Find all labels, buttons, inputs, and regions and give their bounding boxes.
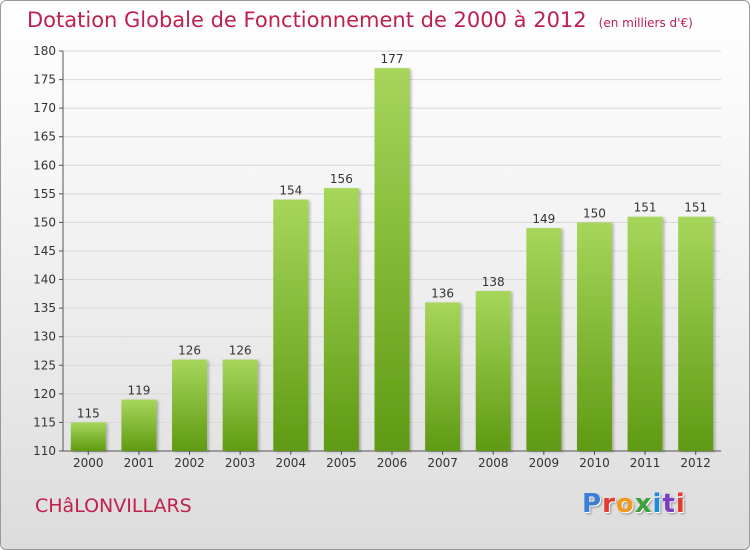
bar-2000 (70, 422, 106, 451)
bar-2004 (273, 199, 309, 451)
x-tick-label: 2011 (630, 456, 661, 470)
data-label-2011: 151 (634, 201, 657, 215)
chart-subtitle: (en milliers d'€) (598, 16, 693, 30)
x-tick-label: 2001 (124, 456, 155, 470)
x-tick-label: 2002 (174, 456, 205, 470)
x-tick-label: 2003 (225, 456, 256, 470)
bar-2008 (475, 291, 511, 451)
y-tick-label: 130 (33, 330, 56, 344)
proxiti-logo: Proxiti (582, 489, 686, 519)
bar-2011 (627, 216, 663, 451)
bar-2010 (576, 222, 612, 451)
x-tick-label: 2004 (275, 456, 306, 470)
y-tick-label: 175 (33, 73, 56, 87)
data-label-2009: 149 (532, 212, 555, 226)
y-tick-label: 180 (33, 44, 56, 58)
data-label-2000: 115 (77, 406, 100, 420)
data-label-2003: 126 (229, 344, 252, 358)
bar-2003 (222, 359, 258, 451)
data-label-2012: 151 (684, 201, 707, 215)
bar-2012 (678, 216, 714, 451)
chart-title: Dotation Globale de Fonctionnement de 20… (27, 8, 693, 32)
logo-letter: P (582, 489, 603, 519)
data-labels: 115 119 126 126 154 156 177 136 138 149 150 151 151 (77, 52, 707, 420)
bars (70, 68, 714, 452)
bar-2001 (121, 399, 157, 451)
y-tick-label: 140 (33, 273, 56, 287)
logo-letter: o (615, 489, 635, 519)
bar-2007 (425, 302, 461, 451)
data-label-2002: 126 (178, 344, 201, 358)
commune-name: CHâLONVILLARS (35, 495, 192, 517)
x-tick-label: 2005 (326, 456, 357, 470)
y-tick-label: 170 (33, 101, 56, 115)
data-label-2001: 119 (127, 384, 150, 398)
y-tick-label: 110 (33, 444, 56, 458)
y-tick-label: 125 (33, 358, 56, 372)
data-label-2005: 156 (330, 172, 353, 186)
x-tick-label: 2008 (478, 456, 509, 470)
axes: 110 115 120 125 130 135 140 145 150 155 160 165 170 1… (33, 44, 721, 470)
bar-2002 (172, 359, 208, 451)
y-tick-label: 160 (33, 158, 56, 172)
bar-2009 (526, 228, 562, 451)
x-tick-label: 2000 (73, 456, 104, 470)
data-label-2010: 150 (583, 206, 606, 220)
y-tick-label: 120 (33, 387, 56, 401)
logo-letter: i (675, 489, 686, 519)
x-tick-label: 2006 (377, 456, 408, 470)
x-tick-label: 2012 (680, 456, 711, 470)
data-label-2007: 136 (431, 286, 454, 300)
x-tick-label: 2007 (427, 456, 458, 470)
data-label-2008: 138 (482, 275, 505, 289)
y-tick-label: 135 (33, 301, 56, 315)
logo-letter: i (652, 489, 663, 519)
y-tick-label: 150 (33, 215, 56, 229)
y-tick-label: 155 (33, 187, 56, 201)
data-label-2004: 154 (279, 184, 302, 198)
y-tick-label: 115 (33, 415, 56, 429)
logo-letter: t (662, 489, 676, 519)
bar-2005 (323, 188, 359, 451)
chart-title-text: Dotation Globale de Fonctionnement de 20… (27, 8, 587, 32)
x-tick-label: 2010 (579, 456, 610, 470)
x-tick-label: 2009 (529, 456, 560, 470)
logo-letter: r (602, 489, 616, 519)
bar-2006 (374, 68, 410, 452)
logo-letter: x (634, 489, 653, 519)
y-tick-label: 145 (33, 244, 56, 258)
data-label-2006: 177 (381, 52, 404, 66)
y-tick-label: 165 (33, 130, 56, 144)
